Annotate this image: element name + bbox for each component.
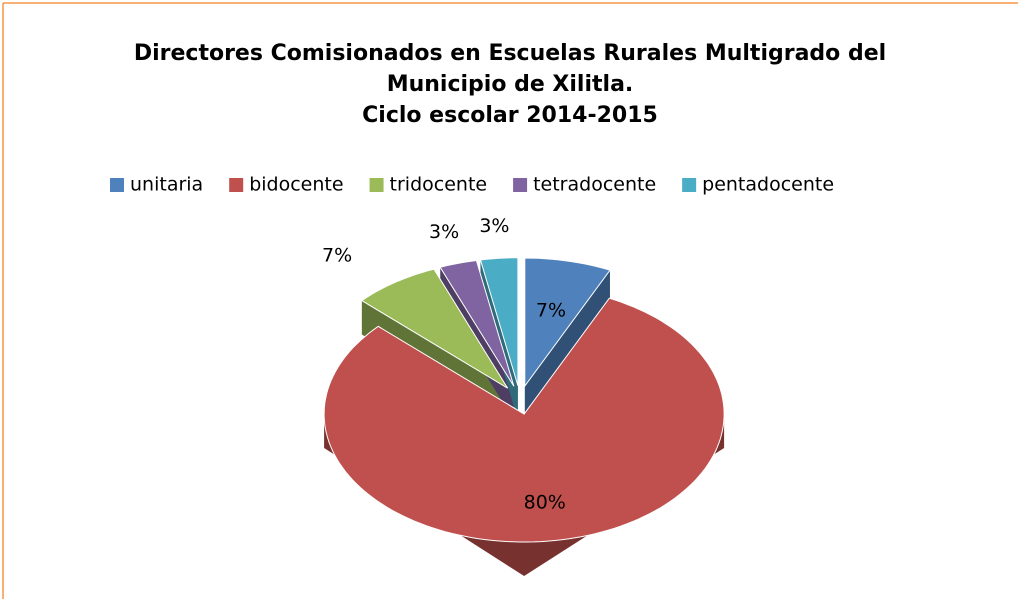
slice xyxy=(524,257,611,388)
legend-label: unitaria xyxy=(130,174,203,196)
chart-title: Directores Comisionados en Escuelas Rura… xyxy=(133,41,887,97)
slice xyxy=(439,259,515,387)
slice xyxy=(323,297,725,543)
data-label: 3% xyxy=(479,215,509,237)
legend-swatch xyxy=(229,178,244,192)
data-label: 7% xyxy=(536,300,566,322)
legend-swatch xyxy=(110,178,124,192)
legend-label: pentadocente xyxy=(702,174,834,196)
chart-title-block: Directores Comisionados en Escuelas Rura… xyxy=(130,38,890,131)
legend-swatch xyxy=(369,178,384,192)
chart-subtitle: Ciclo escolar 2014-2015 xyxy=(362,103,658,128)
legend-label: tetradocente xyxy=(533,174,656,196)
slice xyxy=(360,268,509,389)
slice xyxy=(479,257,519,386)
legend-label: tridocente xyxy=(390,174,488,196)
data-label: 3% xyxy=(429,221,459,243)
slice-side xyxy=(324,414,725,576)
legend-swatch xyxy=(682,178,697,192)
legend-swatch xyxy=(513,178,528,192)
slice-wall xyxy=(524,270,610,421)
data-label: 7% xyxy=(322,244,352,266)
data-label: 80% xyxy=(524,492,566,514)
legend-label: bidocente xyxy=(249,174,343,196)
